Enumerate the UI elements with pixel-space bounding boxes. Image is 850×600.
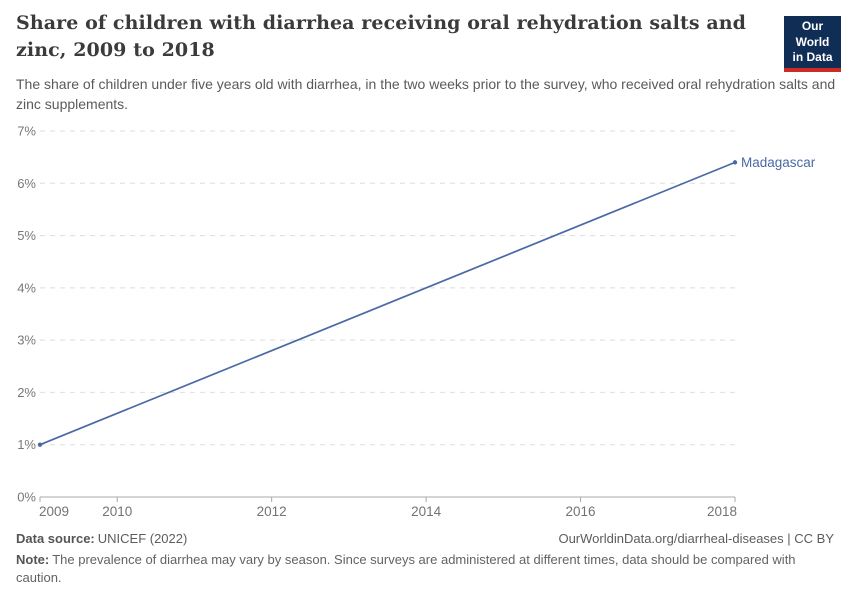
- logo-line-1: Our World: [795, 19, 830, 49]
- y-tick-label: 0%: [17, 490, 36, 505]
- data-point: [37, 442, 43, 447]
- x-tick-label: 2014: [411, 504, 442, 519]
- x-tick-label: 2016: [566, 504, 596, 519]
- logo-line-2: in Data: [792, 50, 833, 65]
- x-tick-label: 2012: [257, 504, 287, 519]
- y-tick-label: 6%: [17, 176, 36, 191]
- series-label[interactable]: Madagascar: [741, 155, 816, 170]
- chart-footer: Data source: UNICEF (2022) OurWorldinData…: [16, 531, 834, 546]
- chart-note: Note: The prevalence of diarrhea may vary…: [16, 551, 822, 588]
- y-tick-label: 2%: [17, 385, 36, 400]
- owid-logo[interactable]: Our World in Data: [784, 16, 841, 72]
- x-tick-label: 2009: [39, 504, 69, 519]
- data-source-label: Data source:: [16, 531, 95, 546]
- chart-title: Share of children with diarrhea receivin…: [16, 12, 747, 61]
- data-source: Data source: UNICEF (2022): [16, 531, 187, 546]
- y-tick-label: 7%: [17, 124, 36, 139]
- y-tick-label: 1%: [17, 437, 36, 452]
- series-line-madagascar[interactable]: [39, 161, 736, 446]
- y-tick-label: 4%: [17, 280, 36, 295]
- data-source-value: UNICEF (2022): [97, 531, 188, 546]
- data-point: [732, 160, 738, 165]
- y-tick-label: 5%: [17, 228, 36, 243]
- note-text: The prevalence of diarrhea may vary by s…: [16, 552, 796, 586]
- attribution-link[interactable]: OurWorldinData.org/diarrheal-diseases | …: [558, 531, 834, 546]
- y-tick-label: 3%: [17, 333, 36, 348]
- note-label: Note:: [16, 552, 50, 567]
- chart-subtitle: The share of children under five years o…: [16, 76, 836, 113]
- x-tick-label: 2018: [707, 504, 737, 519]
- x-tick-label: 2010: [102, 504, 132, 519]
